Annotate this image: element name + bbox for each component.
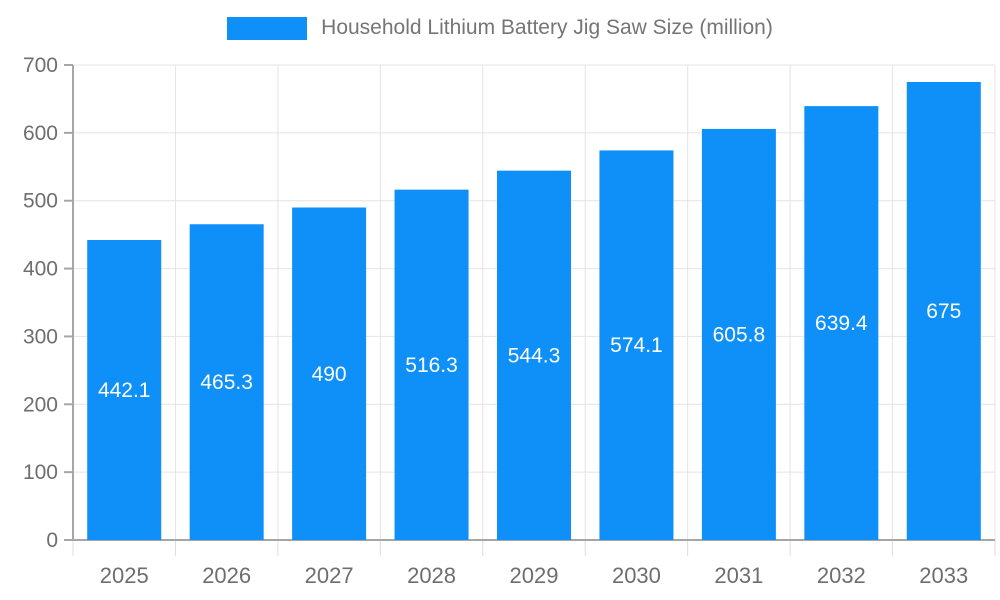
x-tick-label: 2029 <box>510 563 559 588</box>
bar-value-label: 574.1 <box>610 334 663 357</box>
bar-value-label: 490 <box>312 363 347 386</box>
x-tick-label: 2030 <box>612 563 661 588</box>
y-tick-label: 100 <box>23 461 58 484</box>
y-tick-label: 400 <box>23 258 58 281</box>
y-tick-label: 700 <box>23 54 58 77</box>
bar[interactable] <box>87 240 162 540</box>
bar-value-label: 675 <box>926 300 961 323</box>
bar[interactable] <box>189 224 264 540</box>
x-tick-label: 2027 <box>305 563 354 588</box>
x-tick-label: 2032 <box>817 563 866 588</box>
x-tick-label: 2028 <box>407 563 456 588</box>
bar[interactable] <box>701 128 776 540</box>
bar-value-label: 605.8 <box>713 323 766 346</box>
bar[interactable] <box>497 170 571 540</box>
legend-label: Household Lithium Battery Jig Saw Size (… <box>321 16 773 39</box>
y-tick-label: 200 <box>23 393 58 416</box>
legend-swatch <box>227 16 308 40</box>
bar[interactable] <box>906 81 981 540</box>
y-tick-label: 0 <box>46 529 58 552</box>
bar[interactable] <box>394 189 469 540</box>
bar[interactable] <box>804 106 879 540</box>
y-tick-label: 600 <box>23 122 58 145</box>
bar-value-label: 442.1 <box>98 379 151 402</box>
y-tick-label: 300 <box>23 325 58 348</box>
y-tick-label: 500 <box>23 190 58 213</box>
x-tick-label: 2033 <box>919 563 968 588</box>
bar-value-label: 516.3 <box>405 354 458 377</box>
bar-value-label: 465.3 <box>200 371 253 394</box>
bar[interactable] <box>599 150 674 541</box>
chart-legend[interactable]: Household Lithium Battery Jig Saw Size (… <box>0 16 1000 40</box>
bar-value-label: 544.3 <box>508 344 561 367</box>
bar-value-label: 639.4 <box>815 312 868 335</box>
bar[interactable] <box>292 207 367 541</box>
x-tick-label: 2031 <box>714 563 763 588</box>
x-tick-label: 2026 <box>202 563 251 588</box>
x-tick-label: 2025 <box>100 563 149 588</box>
